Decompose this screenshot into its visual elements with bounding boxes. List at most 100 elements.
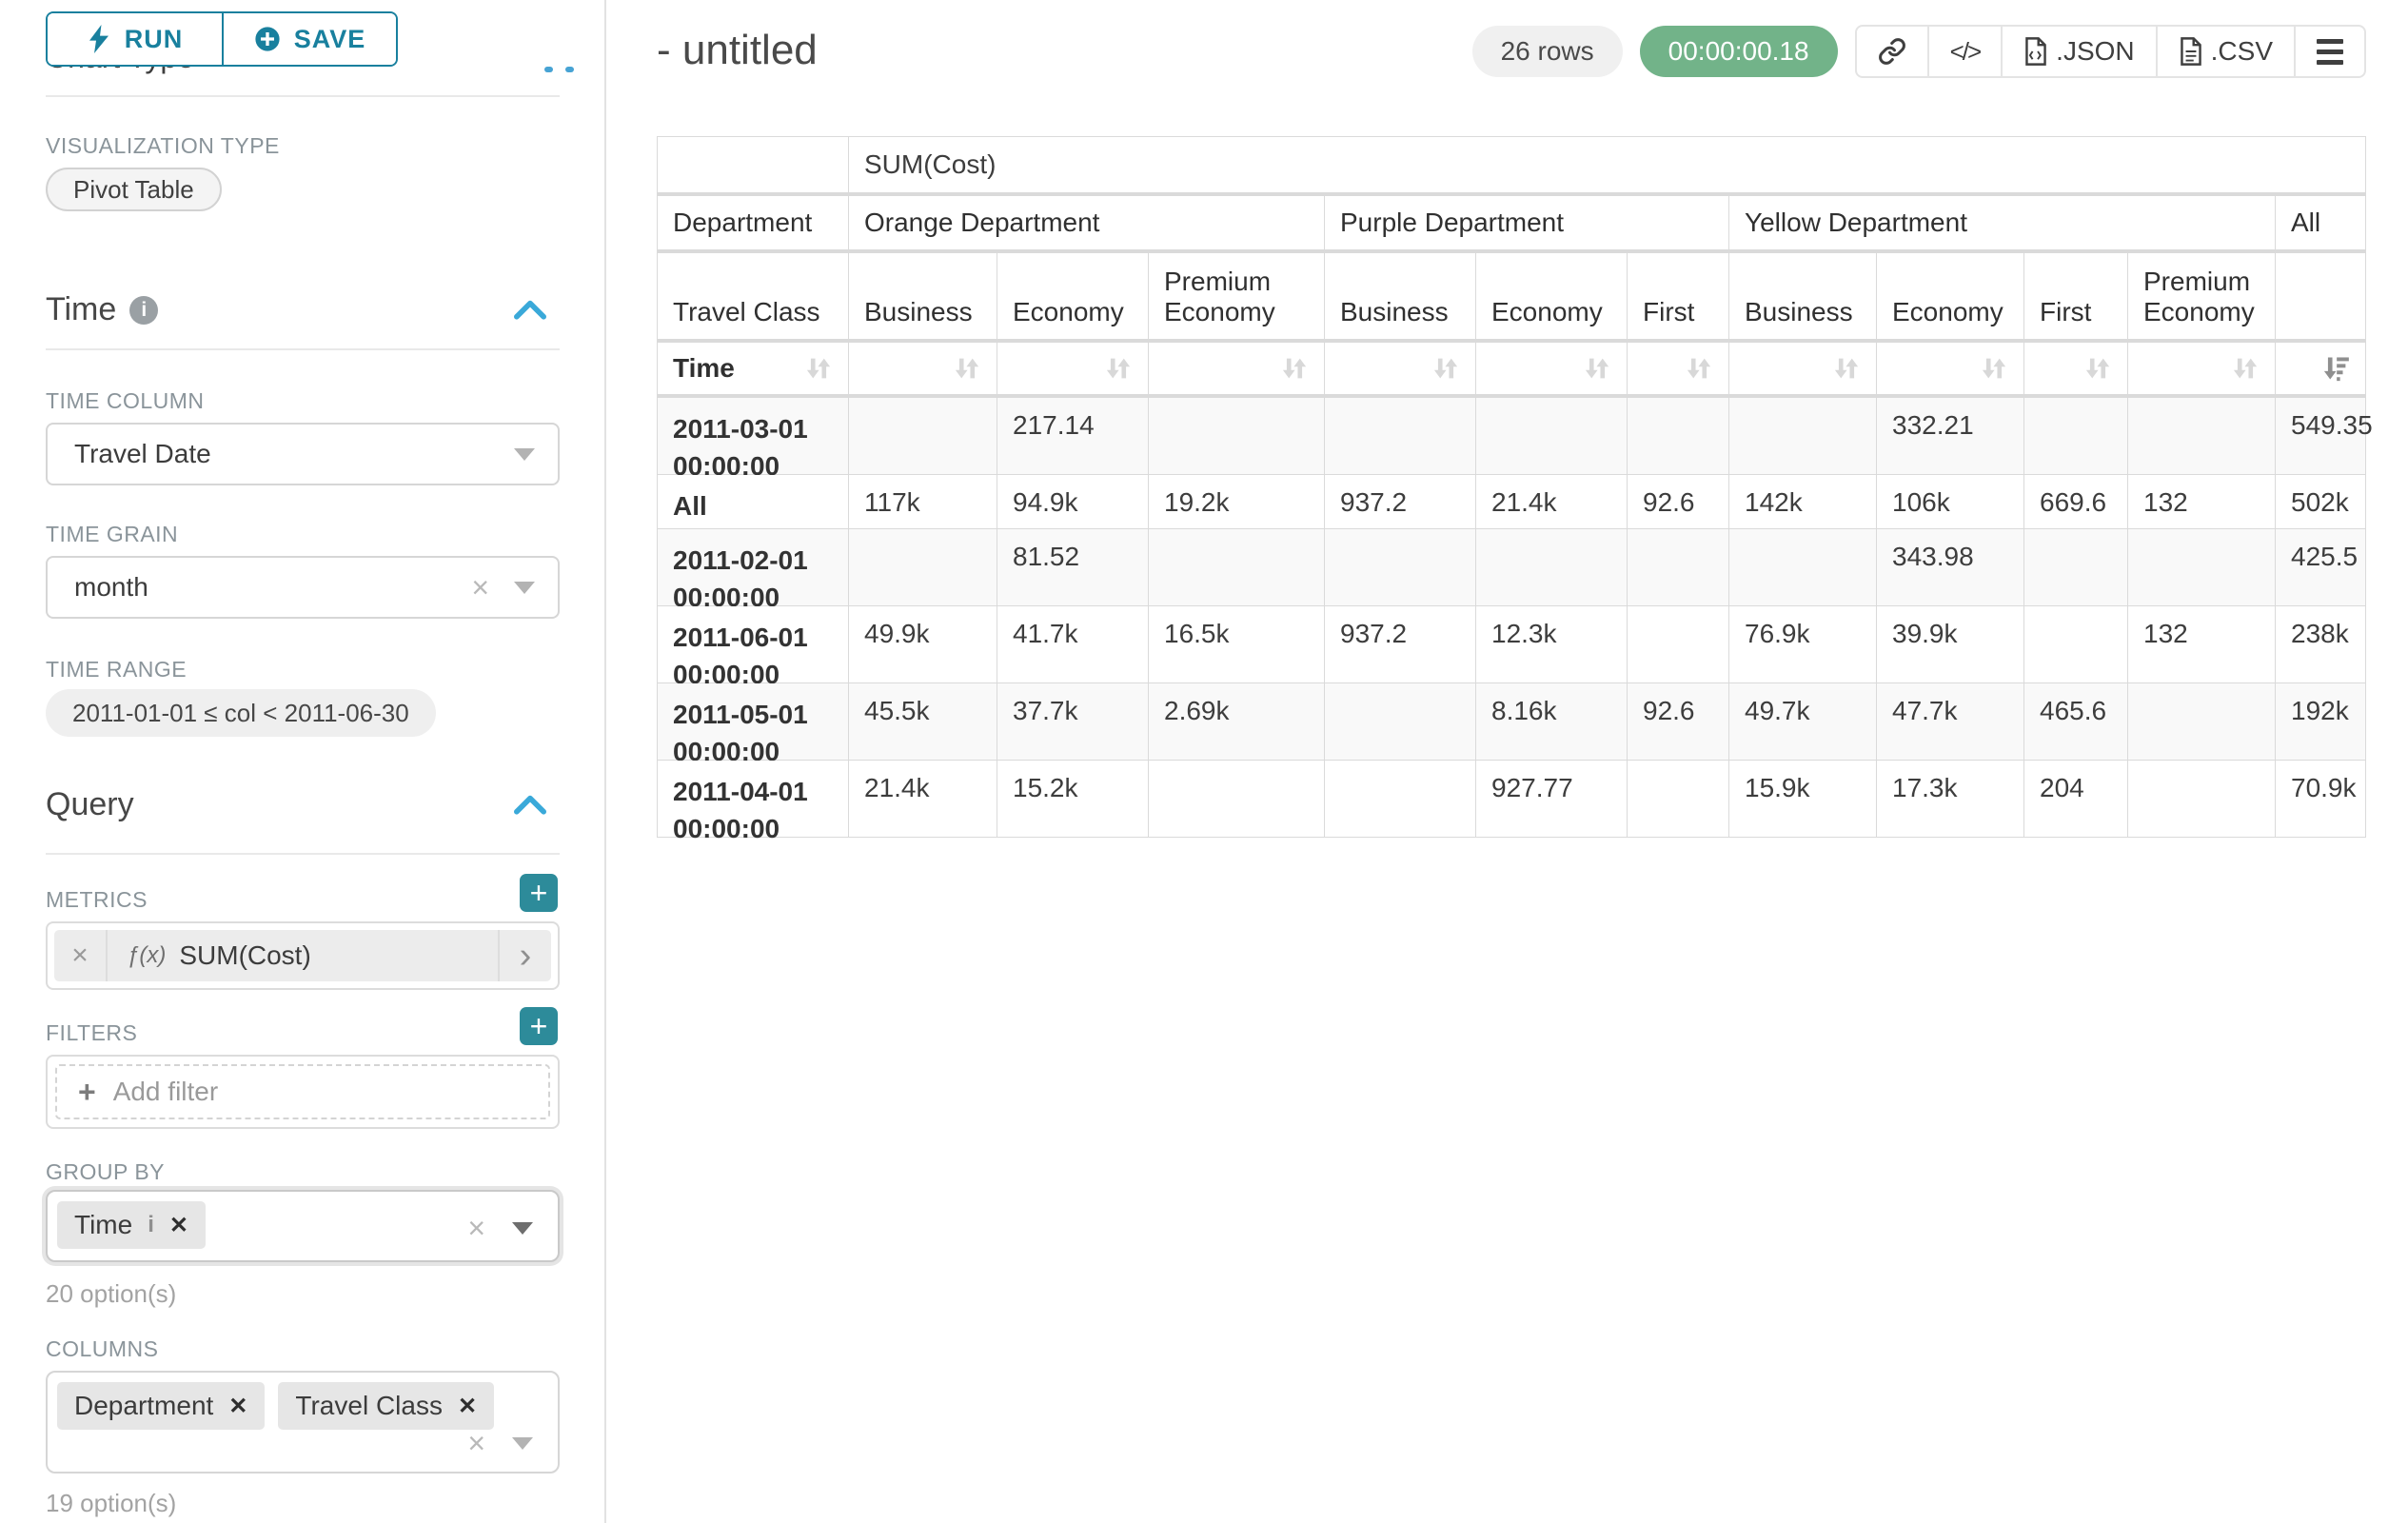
remove-metric-icon[interactable]: × [54, 930, 108, 981]
panel-resize-handle[interactable] [544, 67, 574, 72]
time-grain-select[interactable]: month × [46, 556, 560, 619]
code-icon: </> [1949, 36, 1983, 66]
columns-options-count: 19 option(s) [46, 1489, 177, 1517]
metric-chip-label: SUM(Cost) [179, 940, 311, 970]
pivot-row-label: 2011-04-01 00:00:00 [658, 761, 848, 843]
pivot-sort-button[interactable] [1877, 343, 2023, 394]
view-query-button[interactable]: </> [1926, 27, 2002, 76]
chevron-down-icon[interactable] [514, 447, 535, 461]
add-filter-plus-button[interactable]: + [520, 1007, 558, 1045]
pivot-value-cell: 45.5k [849, 683, 997, 760]
chart-title[interactable]: - untitled [657, 27, 818, 73]
metric-chip[interactable]: × ƒ(x) SUM(Cost) › [54, 930, 551, 981]
pivot-sort-button[interactable] [2024, 343, 2127, 394]
viz-type-pill[interactable]: Pivot Table [46, 168, 222, 211]
control-panel: Chart Type RUN SAVE VISUALIZATION TYPE P… [0, 0, 606, 1523]
pivot-value-cell [1325, 398, 1475, 474]
pivot-value-cell: 17.3k [1877, 761, 2023, 837]
divider [46, 348, 560, 350]
pivot-sort-button[interactable] [1325, 343, 1475, 394]
pivot-table: SUM(Cost) Department Orange Department Purp… [657, 136, 2373, 843]
pivot-col-header: Business [1325, 253, 1475, 339]
chip-label: Time [74, 1210, 133, 1239]
pivot-value-cell [1149, 529, 1324, 605]
pivot-value-cell [2128, 683, 2275, 760]
share-link-button[interactable] [1857, 27, 1927, 76]
chart-header-actions: 26 rows 00:00:00.18 </> .JSON .CSV [1471, 25, 2366, 78]
pivot-value-cell: 12.3k [1476, 606, 1627, 682]
add-filter-button[interactable]: + Add filter [55, 1064, 550, 1119]
pivot-col-header: Economy [1877, 253, 2023, 339]
remove-chip-icon[interactable]: ✕ [168, 1212, 188, 1238]
time-column-value: Travel Date [74, 439, 211, 468]
expand-metric-icon[interactable]: › [498, 930, 551, 981]
pivot-value-cell [849, 529, 997, 605]
pivot-row-label: All [658, 475, 848, 528]
run-save-button-group: RUN SAVE [46, 11, 398, 67]
pivot-value-cell: 41.7k [997, 606, 1148, 682]
divider [46, 95, 560, 97]
pivot-sort-button[interactable] [1476, 343, 1627, 394]
pivot-value-cell [2128, 529, 2275, 605]
divider [46, 853, 560, 855]
clear-icon[interactable]: × [471, 570, 489, 604]
columns-chip-travel-class[interactable]: Travel Class ✕ [278, 1382, 495, 1430]
group-by-options-count: 20 option(s) [46, 1279, 177, 1308]
run-button[interactable]: RUN [48, 13, 222, 65]
pivot-value-cell: 94.9k [997, 475, 1148, 528]
hamburger-icon [2317, 38, 2343, 65]
pivot-sort-button[interactable] [2276, 343, 2365, 394]
group-by-select[interactable]: Time i ✕ × [46, 1190, 560, 1262]
remove-chip-icon[interactable]: ✕ [228, 1393, 248, 1419]
clear-icon[interactable]: × [467, 1211, 485, 1245]
pivot-value-cell: 549.35 [2276, 398, 2373, 474]
pivot-sort-button[interactable] [1628, 343, 1728, 394]
pivot-sort-button[interactable] [1149, 343, 1324, 394]
chevron-down-icon[interactable] [514, 581, 535, 594]
export-csv-button[interactable]: .CSV [2155, 27, 2294, 76]
time-section-header[interactable]: Time i [46, 291, 546, 328]
pivot-col-header: Business [849, 253, 997, 339]
pivot-col-header: Economy [1476, 253, 1627, 339]
time-column-label: TIME COLUMN [46, 388, 205, 413]
pivot-value-cell: 502k [2276, 475, 2365, 528]
time-section-title: Time [46, 291, 117, 327]
add-filter-label: Add filter [112, 1077, 219, 1106]
add-metric-button[interactable]: + [520, 874, 558, 912]
columns-select[interactable]: Department ✕ Travel Class ✕ × [46, 1371, 560, 1474]
pivot-value-cell: 16.5k [1149, 606, 1324, 682]
save-button-label: SAVE [293, 24, 366, 53]
export-json-button[interactable]: .JSON [2001, 27, 2155, 76]
remove-chip-icon[interactable]: ✕ [457, 1393, 478, 1419]
pivot-value-cell: 76.9k [1729, 606, 1876, 682]
save-button[interactable]: SAVE [222, 13, 396, 65]
pivot-sort-button[interactable] [2128, 343, 2275, 394]
file-icon [2025, 37, 2046, 66]
pivot-value-cell: 238k [2276, 606, 2365, 682]
time-range-label: TIME RANGE [46, 657, 188, 682]
pivot-value-cell: 937.2 [1325, 606, 1475, 682]
pivot-sort-button[interactable] [997, 343, 1148, 394]
time-column-select[interactable]: Travel Date [46, 423, 560, 485]
pivot-sort-button[interactable] [849, 343, 997, 394]
chevron-down-icon[interactable] [512, 1436, 533, 1450]
query-section-header[interactable]: Query [46, 786, 546, 823]
group-by-chip-time[interactable]: Time i ✕ [57, 1201, 206, 1249]
clear-icon[interactable]: × [467, 1426, 485, 1460]
pivot-value-cell [2128, 398, 2275, 474]
pivot-value-cell [2024, 398, 2127, 474]
pivot-value-cell: 15.2k [997, 761, 1148, 837]
columns-chip-department[interactable]: Department ✕ [57, 1382, 266, 1430]
pivot-sort-button[interactable] [1729, 343, 1876, 394]
pivot-department-dim-label: Department [658, 196, 848, 249]
time-range-pill[interactable]: 2011-01-01 ≤ col < 2011-06-30 [46, 689, 436, 737]
pivot-value-cell [1628, 529, 1728, 605]
chevron-down-icon[interactable] [512, 1221, 533, 1235]
pivot-value-cell: 927.77 [1476, 761, 1627, 837]
menu-button[interactable] [2294, 27, 2364, 76]
query-section-title: Query [46, 786, 134, 822]
pivot-value-cell: 81.52 [997, 529, 1148, 605]
info-icon: i [148, 1212, 154, 1237]
pivot-value-cell: 332.21 [1877, 398, 2023, 474]
row-count-badge: 26 rows [1471, 26, 1623, 77]
